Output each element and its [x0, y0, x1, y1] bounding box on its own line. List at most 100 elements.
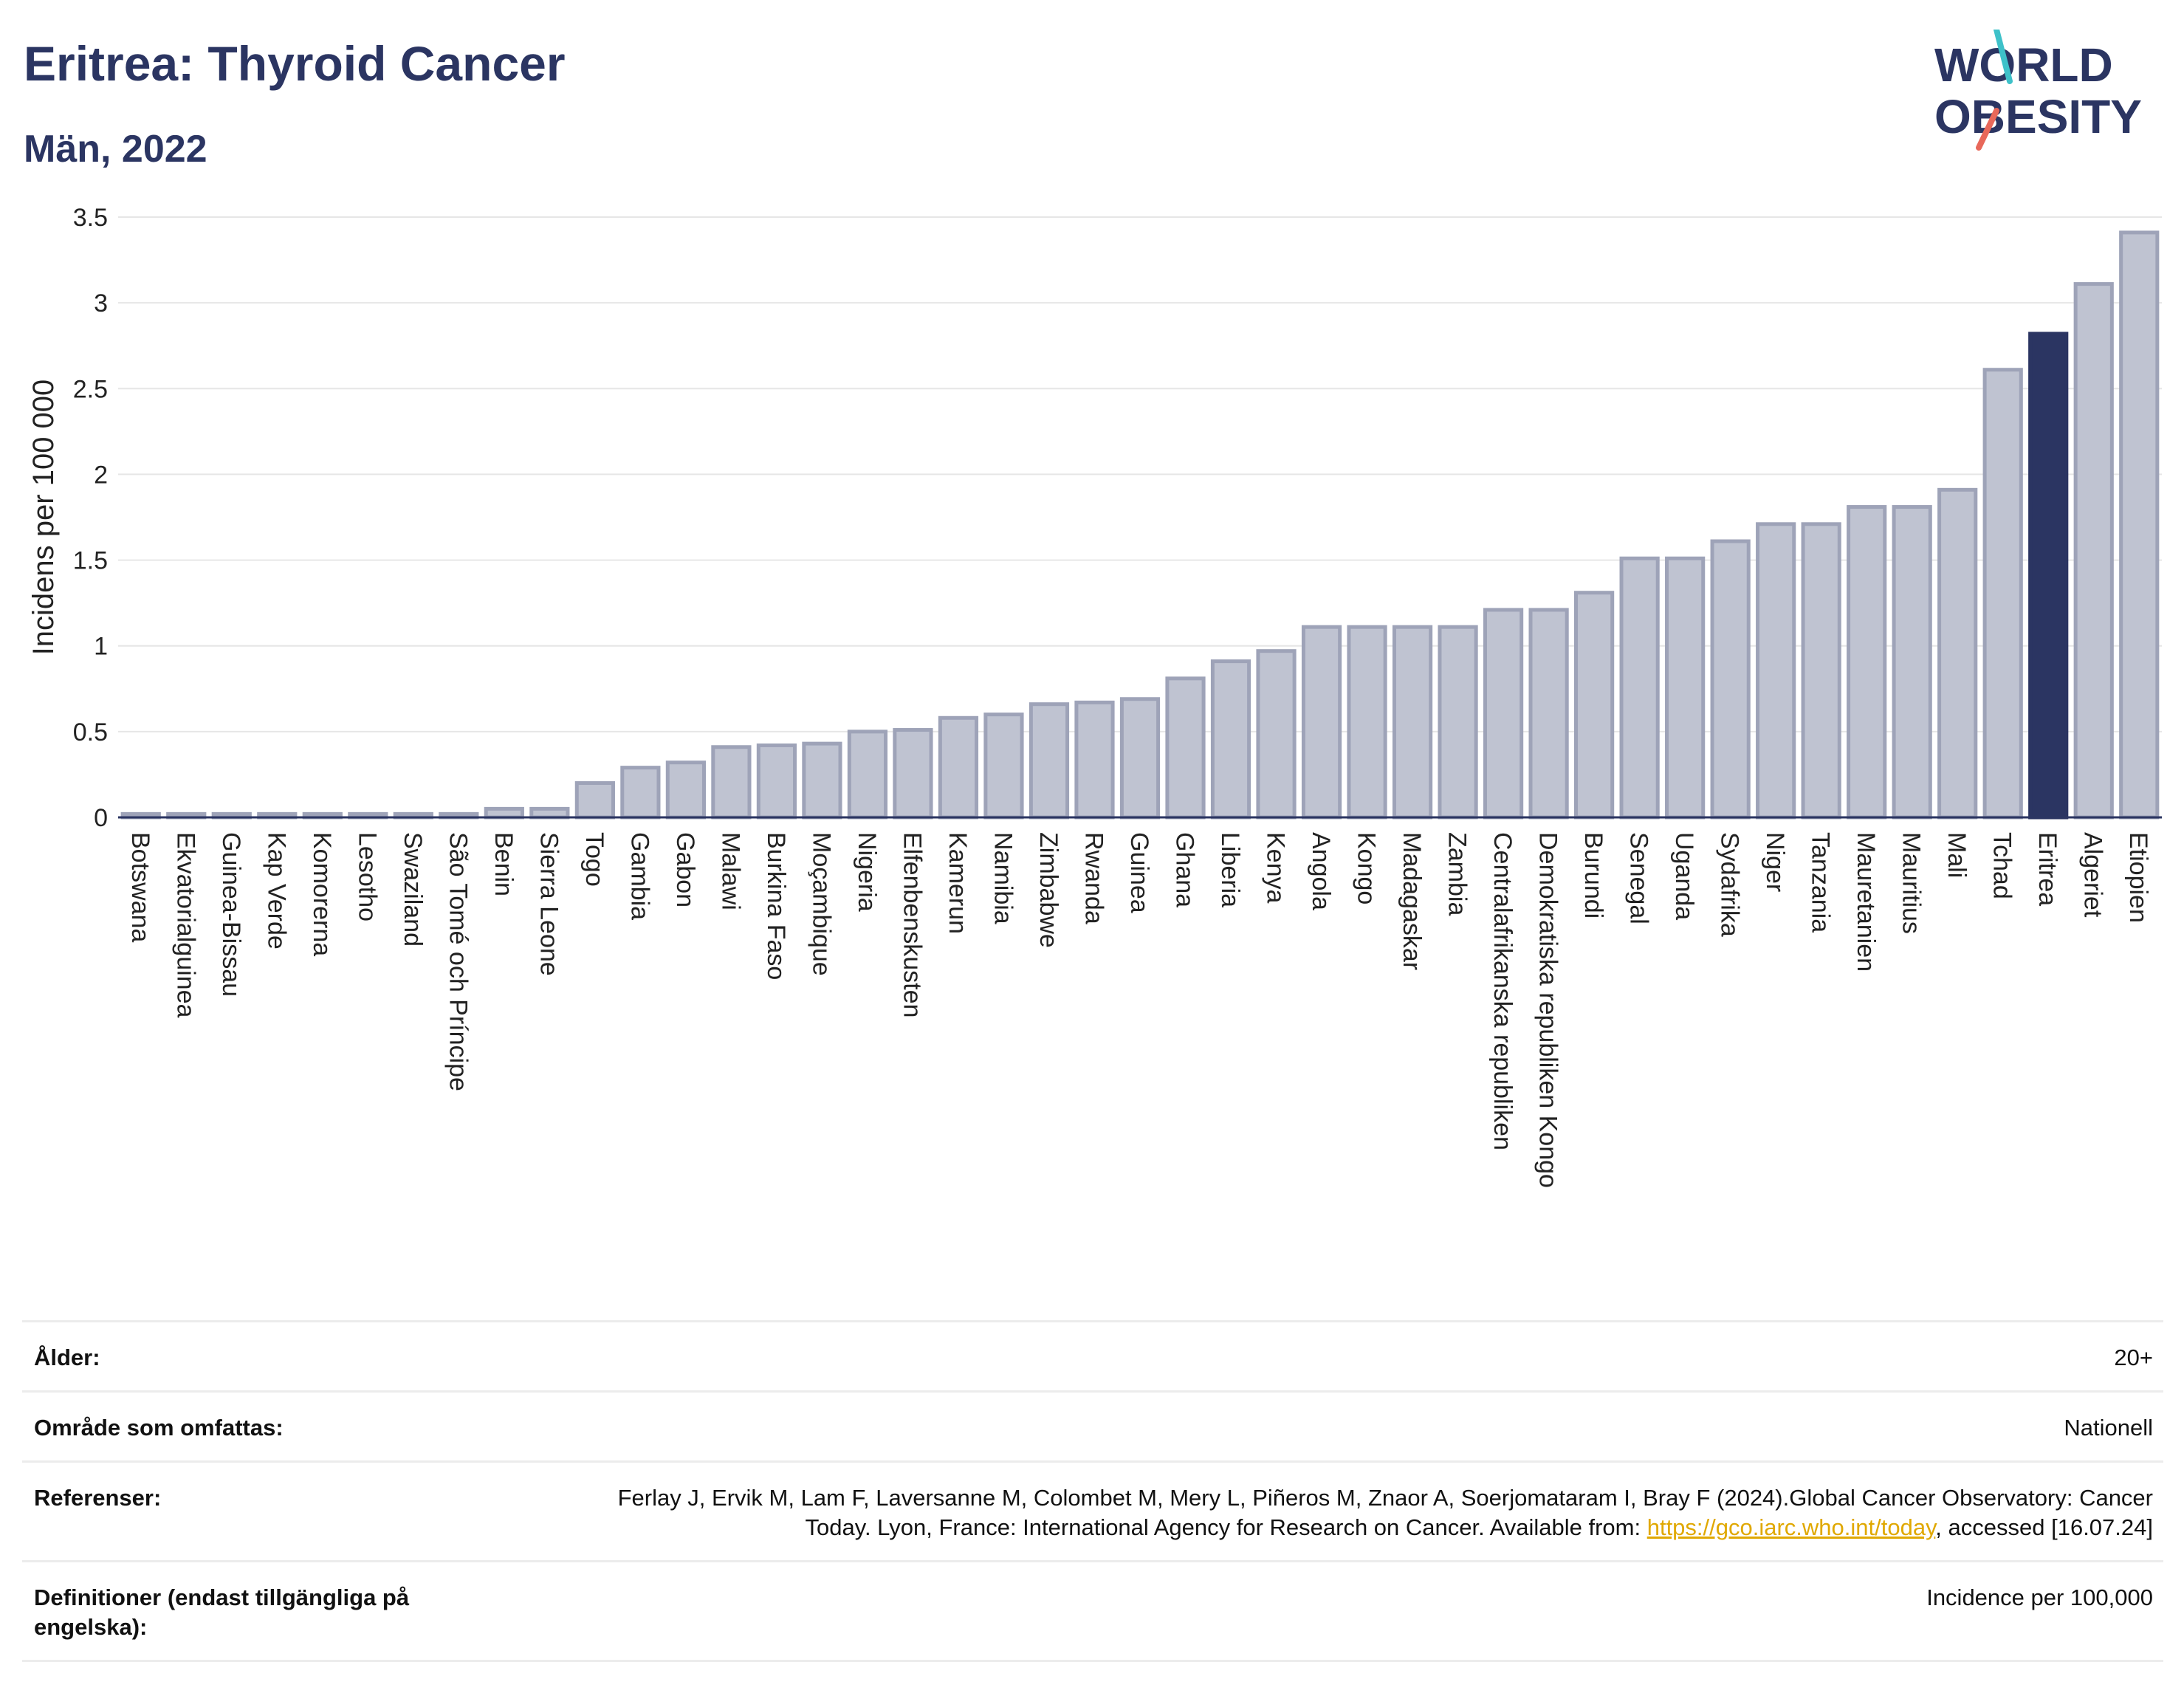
bar-mauretanien — [1847, 505, 1887, 820]
y-axis-ticks: 0 0.5 1 1.5 2 2.5 3 3.5 — [73, 204, 108, 832]
bar-rwanda — [1074, 700, 1115, 820]
bar-tanzania — [1801, 522, 1841, 820]
reference-accessed: , accessed [16.07.24] — [1935, 1514, 2153, 1540]
x-tick-label: Namibia — [989, 832, 1017, 924]
bar-kenya — [1256, 649, 1297, 820]
x-tick-label: Guinea-Bissau — [217, 832, 245, 997]
meta-row-definitions: Definitioner (endast tillgängliga på eng… — [22, 1560, 2163, 1662]
definitions-value: Incidence per 100,000 — [1926, 1585, 2153, 1610]
bar-elfenbenskusten — [893, 728, 933, 820]
bar-uganda — [1665, 556, 1706, 820]
y-tick-label: 3.5 — [73, 204, 108, 232]
x-tick-label: Burkina Faso — [762, 832, 790, 980]
x-tick-label: Algeriet — [2079, 832, 2107, 918]
bar-moçambique — [802, 741, 842, 820]
y-tick-label: 1 — [94, 633, 108, 661]
reference-link[interactable]: https://gco.iarc.who.int/today — [1646, 1514, 1936, 1540]
y-tick-label: 0.5 — [73, 718, 108, 746]
x-tick-label: Gabon — [671, 832, 699, 907]
x-tick-label: Sierra Leone — [535, 832, 563, 976]
x-tick-label: Tchad — [1988, 832, 2016, 899]
x-tick-label: Rwanda — [1079, 832, 1108, 924]
bar-kongo — [1347, 625, 1387, 820]
x-tick-label: Etiopien — [2124, 832, 2152, 923]
bar-sydafrika — [1710, 539, 1751, 820]
area-label: Område som omfattas: — [34, 1415, 284, 1441]
bar-tchad — [1982, 368, 2023, 820]
world-obesity-logo: WORLD OBESITY — [1934, 30, 2142, 151]
x-tick-label: Ghana — [1171, 832, 1199, 907]
x-tick-label: Elfenbenskusten — [898, 832, 926, 1017]
bar-sierra-leone — [529, 806, 570, 820]
references-label: Referenser: — [34, 1485, 162, 1511]
x-tick-label: Malawi — [716, 832, 744, 910]
meta-row-age: Ålder: 20+ — [22, 1320, 2163, 1390]
x-tick-label: Lesotho — [353, 832, 381, 921]
bar-namibia — [983, 713, 1024, 820]
x-tick-label: Swaziland — [399, 832, 427, 947]
x-tick-label: Eritrea — [2033, 832, 2061, 906]
page-subtitle: Män, 2022 — [24, 128, 207, 171]
bar-liberia — [1210, 659, 1251, 820]
x-tick-label: Komorerna — [308, 832, 336, 956]
x-tick-label: Gambia — [625, 832, 653, 920]
x-tick-label: Angola — [1307, 832, 1335, 910]
bar-malawi — [711, 745, 752, 820]
y-tick-label: 2.5 — [73, 375, 108, 403]
age-value: 20+ — [2114, 1345, 2153, 1370]
bar-burundi — [1574, 591, 1615, 820]
x-tick-label: Mali — [1943, 832, 1971, 878]
x-tick-label: Liberia — [1216, 832, 1244, 907]
x-tick-label: Sydafrika — [1716, 832, 1744, 937]
bar-niger — [1756, 522, 1796, 820]
bar-zimbabwe — [1029, 702, 1070, 820]
bar-gabon — [665, 761, 706, 820]
x-tick-label: Ekvatorialguinea — [171, 832, 199, 1017]
x-tick-label: Moçambique — [807, 832, 835, 976]
bar-mauritius — [1892, 505, 1932, 820]
x-tick-label: Botswana — [126, 832, 154, 942]
x-tick-label: Tanzania — [1807, 832, 1835, 933]
page-title: Eritrea: Thyroid Cancer — [24, 36, 566, 91]
x-tick-label: Guinea — [1125, 832, 1153, 913]
bar-zambia — [1438, 625, 1478, 820]
references-value: Ferlay J, Ervik M, Lam F, Laversanne M, … — [566, 1483, 2153, 1542]
bar-guinea — [1119, 697, 1161, 820]
y-tick-label: 1.5 — [73, 547, 108, 575]
x-tick-label: Nigeria — [853, 832, 881, 912]
area-value: Nationell — [2064, 1415, 2153, 1441]
definitions-label: Definitioner (endast tillgängliga på eng… — [34, 1585, 410, 1640]
x-tick-label: Madagaskar — [1398, 832, 1426, 970]
bar-gambia — [620, 766, 661, 820]
x-tick-label: Kamerun — [944, 832, 972, 934]
bar-centralafrikanska-republiken — [1483, 608, 1524, 820]
x-tick-label: Kongo — [1353, 832, 1381, 904]
bar-benin — [484, 806, 524, 820]
bar-burkina-faso — [756, 743, 797, 820]
x-axis-labels: Botswana Ekvatorialguinea Guinea-Bissau Kap… — [126, 832, 2152, 1188]
bar-demokratiska-republiken-kongo — [1528, 608, 1569, 820]
age-label: Ålder: — [34, 1345, 100, 1370]
x-tick-label: Demokratiska republiken Kongo — [1534, 832, 1562, 1188]
logo-line1: WORLD — [1934, 38, 2113, 92]
x-tick-label: Uganda — [1670, 832, 1698, 920]
logo-slash-bottom — [1976, 108, 1999, 151]
x-tick-label: Niger — [1761, 832, 1789, 892]
reference-text: Ferlay J, Ervik M, Lam F, Laversanne M, … — [617, 1485, 2153, 1540]
bar-mali — [1937, 487, 1978, 820]
x-tick-label: Kenya — [1262, 832, 1290, 903]
bar-madagaskar — [1392, 625, 1433, 820]
x-tick-label: Benin — [490, 832, 518, 896]
meta-row-area: Område som omfattas: Nationell — [22, 1390, 2163, 1460]
x-tick-label: Togo — [580, 832, 608, 887]
x-tick-label: Zimbabwe — [1034, 832, 1062, 948]
x-tick-label: Kap Verde — [262, 832, 290, 950]
y-axis-label: Incidens per 100 000 — [27, 380, 60, 656]
x-tick-label: Zambia — [1443, 832, 1472, 916]
y-tick-label: 0 — [94, 804, 108, 832]
logo-slash-top — [1994, 30, 2013, 84]
bar-eritrea — [2028, 332, 2069, 820]
bar-angola — [1301, 625, 1342, 820]
meta-row-references: Referenser: Ferlay J, Ervik M, Lam F, La… — [22, 1460, 2163, 1560]
bar-etiopien — [2119, 230, 2160, 820]
